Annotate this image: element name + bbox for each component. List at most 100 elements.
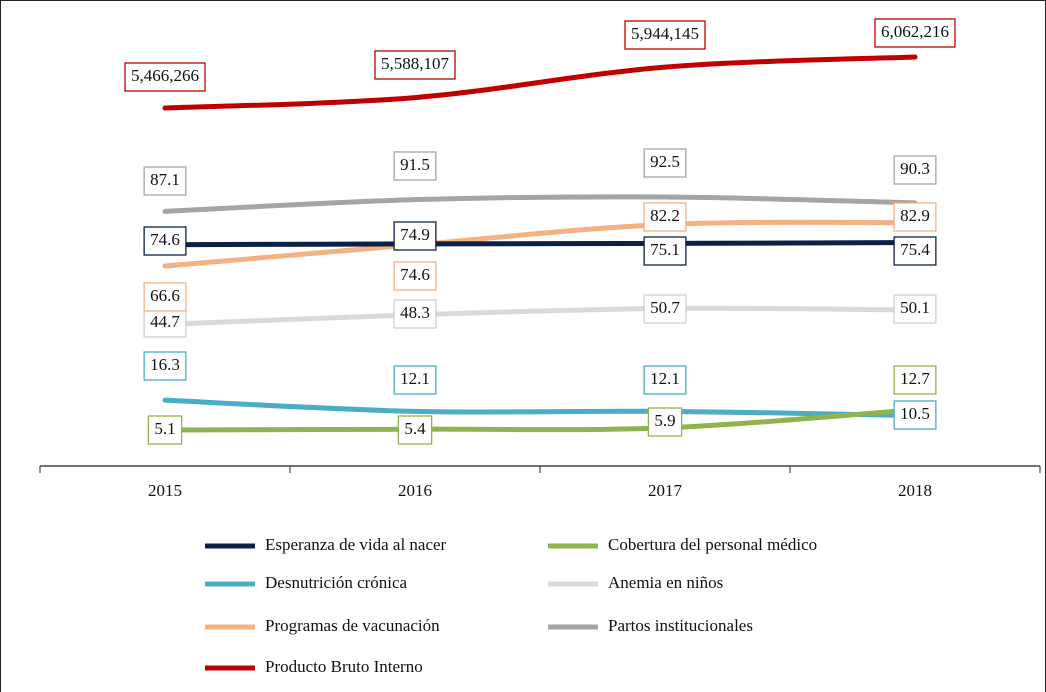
data-label-box — [893, 365, 937, 395]
data-label: 10.5 — [893, 400, 937, 430]
series-line — [162, 54, 918, 111]
data-label: 5,944,145 — [624, 20, 706, 50]
series-line — [162, 194, 918, 214]
legend-label: Partos institucionales — [608, 616, 753, 635]
data-label-text: 66.6 — [150, 286, 180, 305]
data-label: 12.7 — [893, 365, 937, 395]
data-label: 50.7 — [643, 294, 687, 324]
data-label-box — [374, 50, 456, 80]
data-label: 5.4 — [397, 415, 433, 445]
data-label-text: 5.9 — [654, 411, 675, 430]
x-tick-label: 2015 — [148, 481, 182, 500]
data-label-box — [143, 282, 187, 312]
data-label-text: 50.7 — [650, 298, 680, 317]
data-label-box — [393, 261, 437, 291]
data-label: 74.9 — [393, 221, 437, 251]
data-label-box — [143, 166, 187, 196]
data-label: 87.1 — [143, 166, 187, 196]
data-label: 50.1 — [893, 294, 937, 324]
data-label: 90.3 — [893, 155, 937, 185]
data-label-text: 75.1 — [650, 240, 680, 259]
data-label: 82.2 — [643, 202, 687, 232]
data-label: 48.3 — [393, 299, 437, 329]
data-label-box — [647, 407, 683, 437]
data-label-box — [147, 415, 183, 445]
legend-label: Producto Bruto Interno — [265, 657, 423, 676]
data-label-box — [893, 155, 937, 185]
data-label: 5,588,107 — [374, 50, 456, 80]
data-label: 74.6 — [143, 226, 187, 256]
legend-label: Esperanza de vida al nacer — [265, 535, 447, 554]
data-label-text: 5,466,266 — [131, 66, 199, 85]
data-label-text: 44.7 — [150, 312, 180, 331]
data-label-box — [393, 151, 437, 181]
data-label: 5,466,266 — [124, 62, 206, 92]
data-label-text: 87.1 — [150, 170, 180, 189]
data-label-text: 5.4 — [404, 419, 426, 438]
data-label-text: 90.3 — [900, 159, 930, 178]
data-label-text: 75.4 — [900, 240, 930, 259]
data-label: 5.9 — [647, 407, 683, 437]
data-label-box — [893, 400, 937, 430]
x-tick-label: 2018 — [898, 481, 932, 500]
data-label: 91.5 — [393, 151, 437, 181]
data-label-box — [893, 236, 937, 266]
legend-label: Programas de vacunación — [265, 616, 440, 635]
data-label-box — [624, 20, 706, 50]
data-label-text: 12.1 — [650, 369, 680, 388]
x-tick-label: 2016 — [398, 481, 432, 500]
data-label: 6,062,216 — [874, 18, 956, 48]
data-label-text: 74.9 — [400, 225, 430, 244]
data-label-text: 10.5 — [900, 404, 930, 423]
data-label-box — [143, 308, 187, 338]
data-label-text: 82.9 — [900, 206, 930, 225]
data-label-box — [393, 365, 437, 395]
data-label: 75.4 — [893, 236, 937, 266]
data-label-text: 12.7 — [900, 369, 930, 388]
data-label-box — [893, 294, 937, 324]
series-line — [162, 240, 918, 248]
data-label: 74.6 — [393, 261, 437, 291]
data-label-text: 74.6 — [150, 230, 180, 249]
data-label-text: 16.3 — [150, 355, 180, 374]
data-label: 66.6 — [143, 282, 187, 312]
legend-label: Cobertura del personal médico — [608, 535, 817, 554]
data-label-text: 5,588,107 — [381, 54, 450, 73]
data-label-text: 50.1 — [900, 298, 930, 317]
data-label-text: 92.5 — [650, 152, 680, 171]
data-label-box — [397, 415, 433, 445]
data-label: 5.1 — [147, 415, 183, 445]
legend-label: Desnutrición crónica — [265, 573, 408, 592]
data-label: 44.7 — [143, 308, 187, 338]
data-label: 12.1 — [643, 365, 687, 395]
data-label-text: 6,062,216 — [881, 22, 949, 41]
data-label-text: 82.2 — [650, 206, 680, 225]
data-label-box — [643, 202, 687, 232]
data-label-box — [643, 236, 687, 266]
data-label-box — [143, 226, 187, 256]
data-label-text: 74.6 — [400, 265, 430, 284]
data-label: 92.5 — [643, 148, 687, 178]
data-label-text: 5.1 — [154, 419, 175, 438]
data-label-box — [143, 351, 187, 381]
series-line — [162, 305, 918, 327]
data-label-box — [393, 221, 437, 251]
data-label-box — [643, 365, 687, 395]
data-label-box — [393, 299, 437, 329]
data-label-text: 12.1 — [400, 369, 430, 388]
series-line — [162, 397, 918, 419]
data-label: 82.9 — [893, 202, 937, 232]
data-label-text: 5,944,145 — [631, 24, 699, 43]
data-label-box — [893, 202, 937, 232]
data-label: 16.3 — [143, 351, 187, 381]
data-label: 12.1 — [393, 365, 437, 395]
data-label-box — [124, 62, 206, 92]
data-label-text: 91.5 — [400, 155, 430, 174]
x-tick-label: 2017 — [648, 481, 683, 500]
data-label-box — [643, 294, 687, 324]
data-label-text: 48.3 — [400, 303, 430, 322]
series-line — [162, 219, 918, 269]
data-label-box — [643, 148, 687, 178]
